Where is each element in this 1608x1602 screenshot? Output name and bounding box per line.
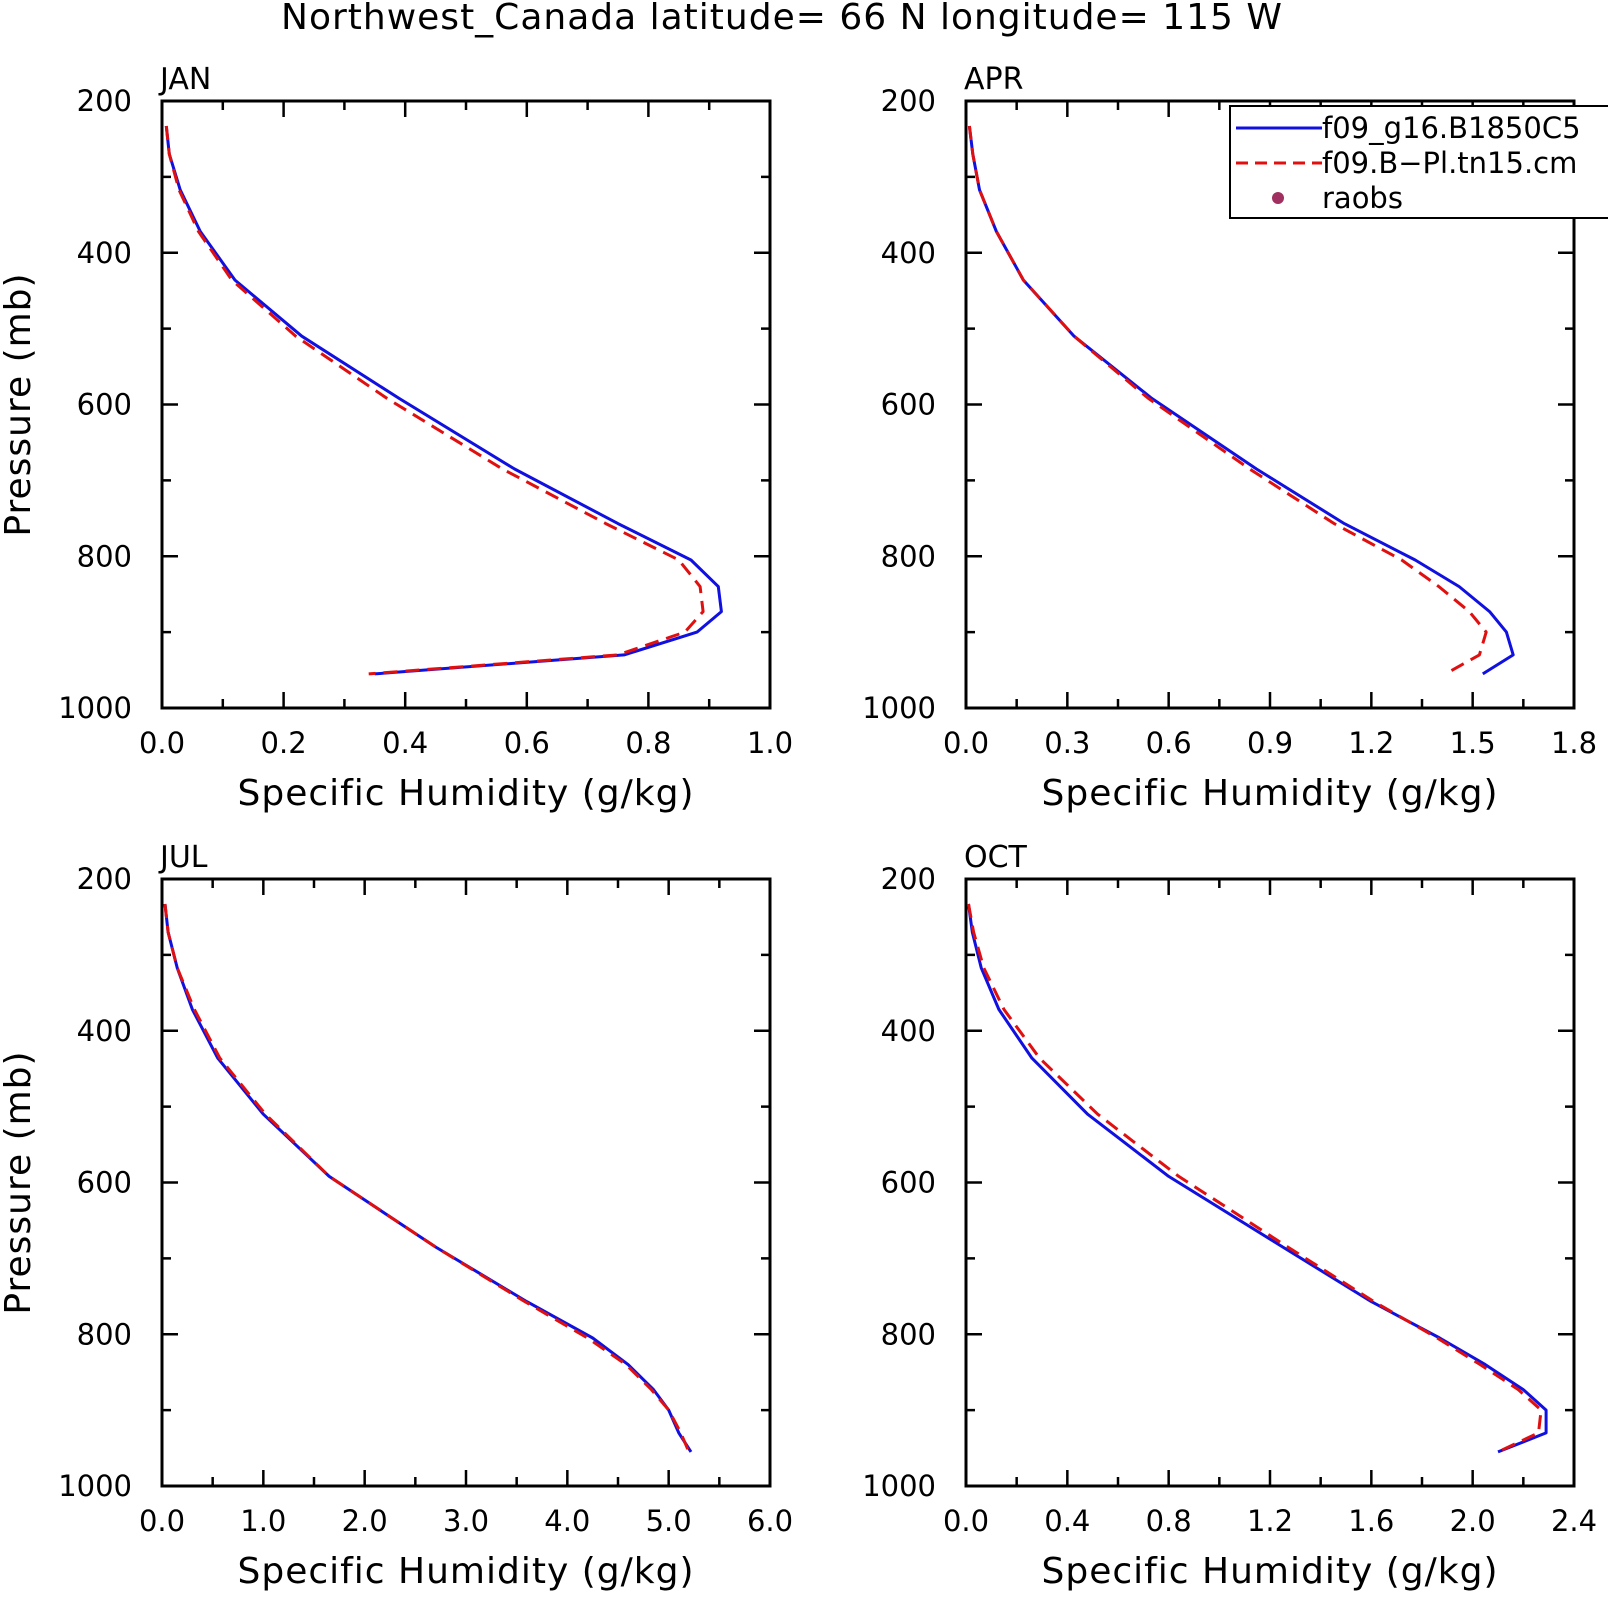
x-tick-label: 2.4 — [1551, 1504, 1597, 1538]
x-tick-label: 4.0 — [544, 1504, 590, 1538]
panel-label: JUL — [158, 840, 208, 875]
y-tick-label: 200 — [77, 84, 132, 118]
y-tick-label: 400 — [881, 1014, 936, 1048]
y-tick-label: 600 — [77, 1166, 132, 1200]
x-tick-label: 0.6 — [504, 726, 550, 760]
y-tick-label: 200 — [881, 84, 936, 118]
legend-label-3: raobs — [1322, 181, 1403, 215]
series-line-2 — [967, 903, 1543, 1454]
x-tick-label: 1.6 — [1348, 1504, 1394, 1538]
x-tick-label: 0.8 — [1146, 1504, 1192, 1538]
x-tick-label: 2.0 — [1450, 1504, 1496, 1538]
series-line-1 — [164, 125, 723, 676]
y-tick-label: 800 — [881, 539, 936, 573]
y-tick-label: 400 — [77, 1014, 132, 1048]
x-tick-label: 3.0 — [443, 1504, 489, 1538]
y-axis-label: Pressure (mb) — [0, 1050, 39, 1314]
series-line-2 — [164, 125, 705, 676]
y-tick-label: 200 — [881, 862, 936, 896]
y-tick-label: 600 — [77, 388, 132, 422]
y-tick-label: 800 — [77, 1317, 132, 1351]
x-tick-label: 5.0 — [646, 1504, 692, 1538]
x-tick-label: 0.0 — [139, 726, 185, 760]
x-tick-label: 0.6 — [1146, 726, 1192, 760]
x-tick-label: 1.5 — [1450, 726, 1496, 760]
figure-title: Northwest_Canada latitude= 66 N longitud… — [281, 0, 1283, 38]
x-tick-label: 1.0 — [747, 726, 793, 760]
plot-frame — [160, 877, 772, 1488]
x-tick-label: 1.2 — [1247, 1504, 1293, 1538]
y-axis-label: Pressure (mb) — [0, 272, 39, 536]
x-tick-label: 0.0 — [139, 1504, 185, 1538]
x-tick-label: 0.4 — [1044, 1504, 1090, 1538]
legend-label-2: f09.B−Pl.tn15.cm — [1322, 146, 1577, 180]
series-line-1 — [163, 903, 693, 1453]
y-tick-label: 400 — [77, 236, 132, 270]
y-tick-label: 800 — [77, 539, 132, 573]
legend-label-1: f09_g16.B1850C5 — [1322, 111, 1581, 145]
y-tick-label: 800 — [881, 1317, 936, 1351]
x-tick-label: 0.0 — [943, 1504, 989, 1538]
x-tick-label: 2.0 — [342, 1504, 388, 1538]
x-tick-label: 0.4 — [382, 726, 428, 760]
y-tick-label: 1000 — [58, 691, 132, 725]
x-axis-label: Specific Humidity (g/kg) — [237, 1551, 694, 1592]
x-axis-label: Specific Humidity (g/kg) — [1041, 773, 1498, 814]
x-tick-label: 0.9 — [1247, 726, 1293, 760]
x-tick-label: 0.0 — [943, 726, 989, 760]
x-tick-label: 0.2 — [261, 726, 307, 760]
y-tick-label: 200 — [77, 862, 132, 896]
x-tick-label: 1.2 — [1348, 726, 1394, 760]
panel-label: OCT — [964, 840, 1028, 875]
panel-oct: OCT 0.0 0.4 0.8 1.2 1.6 2.0 2.4 200 400 600 800 1000… — [862, 840, 1597, 1592]
panel-label: JAN — [158, 62, 211, 97]
series-line-2 — [163, 903, 691, 1453]
x-axis-label: Specific Humidity (g/kg) — [1041, 1551, 1498, 1592]
plot-frame — [160, 99, 772, 710]
y-tick-label: 600 — [881, 388, 936, 422]
panel-label: APR — [964, 62, 1023, 97]
y-tick-label: 1000 — [862, 691, 936, 725]
legend-marker-dot — [1272, 192, 1284, 204]
x-tick-label: 1.8 — [1551, 726, 1597, 760]
series-line-1 — [967, 903, 1548, 1454]
y-tick-label: 600 — [881, 1166, 936, 1200]
panel-jul: JUL 0.0 1.0 2.0 3.0 4.0 5.0 6.0 200 400 600 800 1000… — [0, 840, 793, 1592]
x-axis-label: Specific Humidity (g/kg) — [237, 773, 694, 814]
panel-apr: APR 0.0 0.3 0.6 0.9 1.2 1.5 1.8 200 400 600 800 1000… — [862, 62, 1597, 814]
plot-frame — [964, 99, 1576, 710]
y-tick-label: 400 — [881, 236, 936, 270]
x-tick-label: 0.8 — [625, 726, 671, 760]
panel-jan: JAN 0.0 0.2 0.4 0.6 0.8 1.0 200 400 600 800 1000 Spe… — [0, 62, 793, 814]
series-line-2 — [967, 125, 1488, 676]
x-tick-label: 6.0 — [747, 1504, 793, 1538]
x-tick-label: 1.0 — [240, 1504, 286, 1538]
x-tick-label: 0.3 — [1044, 726, 1090, 760]
y-tick-label: 1000 — [862, 1469, 936, 1503]
y-tick-label: 1000 — [58, 1469, 132, 1503]
plot-frame — [964, 877, 1576, 1488]
